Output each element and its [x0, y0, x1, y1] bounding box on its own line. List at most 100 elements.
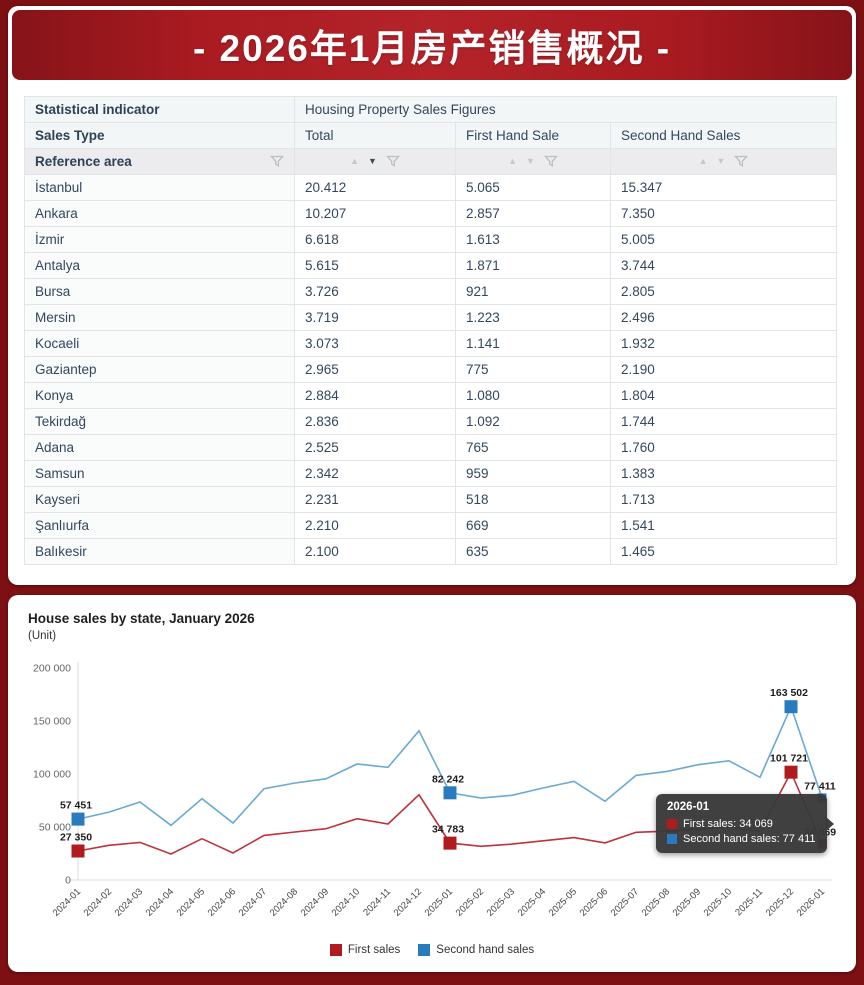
sales-type-label: Sales Type [24, 122, 295, 149]
point-label: 82 242 [432, 773, 464, 785]
value-cell: 3.719 [294, 304, 456, 331]
table-row: Tekirdağ 2.836 1.092 1.744 [24, 408, 837, 435]
area-cell: İzmir [24, 226, 295, 253]
x-tick-label: 2024-07 [237, 886, 269, 918]
x-tick-label: 2025-02 [454, 886, 486, 918]
chart-unit-label: (Unit) [28, 630, 57, 642]
table-row: Adana 2.525 765 1.760 [24, 434, 837, 461]
data-point-marker[interactable] [784, 700, 798, 714]
sort-desc-icon[interactable]: ▼ [716, 156, 726, 166]
area-cell: Antalya [24, 252, 295, 279]
area-cell: Gaziantep [24, 356, 295, 383]
area-cell: Kayseri [24, 486, 295, 513]
chart-title: House sales by state, January 2026 [28, 611, 255, 626]
value-cell: 10.207 [294, 200, 456, 227]
filter-icon[interactable] [270, 155, 284, 168]
x-tick-label: 2025-06 [578, 886, 610, 918]
sort-asc-icon[interactable]: ▲ [508, 156, 517, 166]
x-tick-label: 2025-01 [423, 886, 455, 918]
x-tick-label: 2024-08 [268, 886, 300, 918]
x-tick-label: 2024-05 [175, 886, 207, 918]
y-tick-label: 50 000 [39, 822, 71, 834]
table-row: Şanlıurfa 2.210 669 1.541 [24, 512, 837, 539]
table-row: Konya 2.884 1.080 1.804 [24, 382, 837, 409]
x-tick-label: 2024-01 [51, 886, 83, 918]
value-cell: 2.857 [455, 200, 611, 227]
value-cell: 921 [455, 278, 611, 305]
x-tick-label: 2024-12 [392, 886, 424, 918]
value-cell: 2.210 [294, 512, 456, 539]
area-cell: Şanlıurfa [24, 512, 295, 539]
area-cell: İstanbul [24, 174, 295, 201]
column-header-total: Total [294, 122, 456, 149]
x-tick-label: 2025-03 [485, 886, 517, 918]
x-tick-label: 2025-09 [671, 886, 703, 918]
legend-label: Second hand sales [436, 944, 535, 956]
point-label: 101 721 [770, 753, 808, 765]
sales-table: Statistical indicator Housing Property S… [24, 96, 837, 565]
value-cell: 2.342 [294, 460, 456, 487]
value-cell: 3.744 [610, 252, 837, 279]
table-row: Antalya 5.615 1.871 3.744 [24, 252, 837, 279]
value-cell: 1.465 [610, 538, 837, 565]
value-cell: 20.412 [294, 174, 456, 201]
x-tick-label: 2024-10 [330, 886, 362, 918]
x-tick-label: 2025-11 [733, 886, 765, 918]
sort-desc-icon[interactable]: ▼ [526, 156, 535, 166]
value-cell: 2.965 [294, 356, 456, 383]
table-row: Samsun 2.342 959 1.383 [24, 460, 837, 487]
value-cell: 1.804 [610, 382, 837, 409]
table-row: Kocaeli 3.073 1.141 1.932 [24, 330, 837, 357]
area-cell: Balıkesir [24, 538, 295, 565]
value-cell: 2.884 [294, 382, 456, 409]
y-tick-label: 0 [65, 875, 71, 887]
table-row: Ankara 10.207 2.857 7.350 [24, 200, 837, 227]
chart-tooltip: 2026-01 First sales: 34 069 Second hand … [656, 794, 834, 853]
data-point-marker[interactable] [443, 786, 457, 800]
sort-desc-icon[interactable]: ▼ [368, 156, 377, 166]
data-point-marker[interactable] [443, 836, 457, 850]
sort-controls-first-hand: ▲ ▼ [466, 155, 600, 168]
filter-icon[interactable] [543, 155, 558, 168]
y-tick-label: 150 000 [33, 716, 71, 728]
value-cell: 5.005 [610, 226, 837, 253]
x-tick-label: 2025-05 [547, 886, 579, 918]
table-header-row-2: Sales Type Total First Hand Sale Second … [24, 122, 837, 149]
value-cell: 1.141 [455, 330, 611, 357]
sort-asc-icon[interactable]: ▲ [350, 156, 359, 166]
value-cell: 15.347 [610, 174, 837, 201]
value-cell: 1.541 [610, 512, 837, 539]
value-cell: 1.744 [610, 408, 837, 435]
tooltip-row-second-hand: Second hand sales: 77 411 [667, 833, 816, 845]
value-cell: 2.805 [610, 278, 837, 305]
x-tick-label: 2024-06 [206, 886, 238, 918]
filter-icon[interactable] [385, 155, 400, 168]
x-tick-label: 2024-09 [299, 886, 331, 918]
first-sales-swatch-icon [329, 944, 342, 956]
table-row: Balıkesir 2.100 635 1.465 [24, 538, 837, 565]
value-cell: 3.073 [294, 330, 456, 357]
chart-card: House sales by state, January 2026 (Unit… [8, 595, 856, 972]
x-tick-label: 2025-04 [516, 886, 548, 918]
column-header-second-hand: Second Hand Sales [610, 122, 837, 149]
legend-item-first-sales[interactable]: First sales [329, 944, 400, 956]
value-cell: 5.615 [294, 252, 456, 279]
x-tick-label: 2024-04 [144, 886, 176, 918]
point-label: 77 411 [804, 780, 836, 792]
area-cell: Bursa [24, 278, 295, 305]
value-cell: 1.871 [455, 252, 611, 279]
y-tick-label: 200 000 [33, 663, 71, 675]
point-label: 34 783 [432, 824, 464, 836]
data-point-marker[interactable] [71, 844, 85, 858]
x-tick-label: 2024-02 [82, 886, 114, 918]
sort-asc-icon[interactable]: ▲ [698, 156, 708, 166]
filter-icon[interactable] [734, 155, 749, 168]
legend-item-second-hand[interactable]: Second hand sales [418, 944, 534, 956]
value-cell: 1.713 [610, 486, 837, 513]
point-label: 57 451 [60, 800, 92, 812]
data-point-marker[interactable] [784, 765, 798, 779]
statistical-indicator-label: Statistical indicator [24, 96, 295, 123]
page-title: - 2026年1月房产销售概况 - [192, 28, 672, 69]
data-point-marker[interactable] [71, 812, 85, 826]
